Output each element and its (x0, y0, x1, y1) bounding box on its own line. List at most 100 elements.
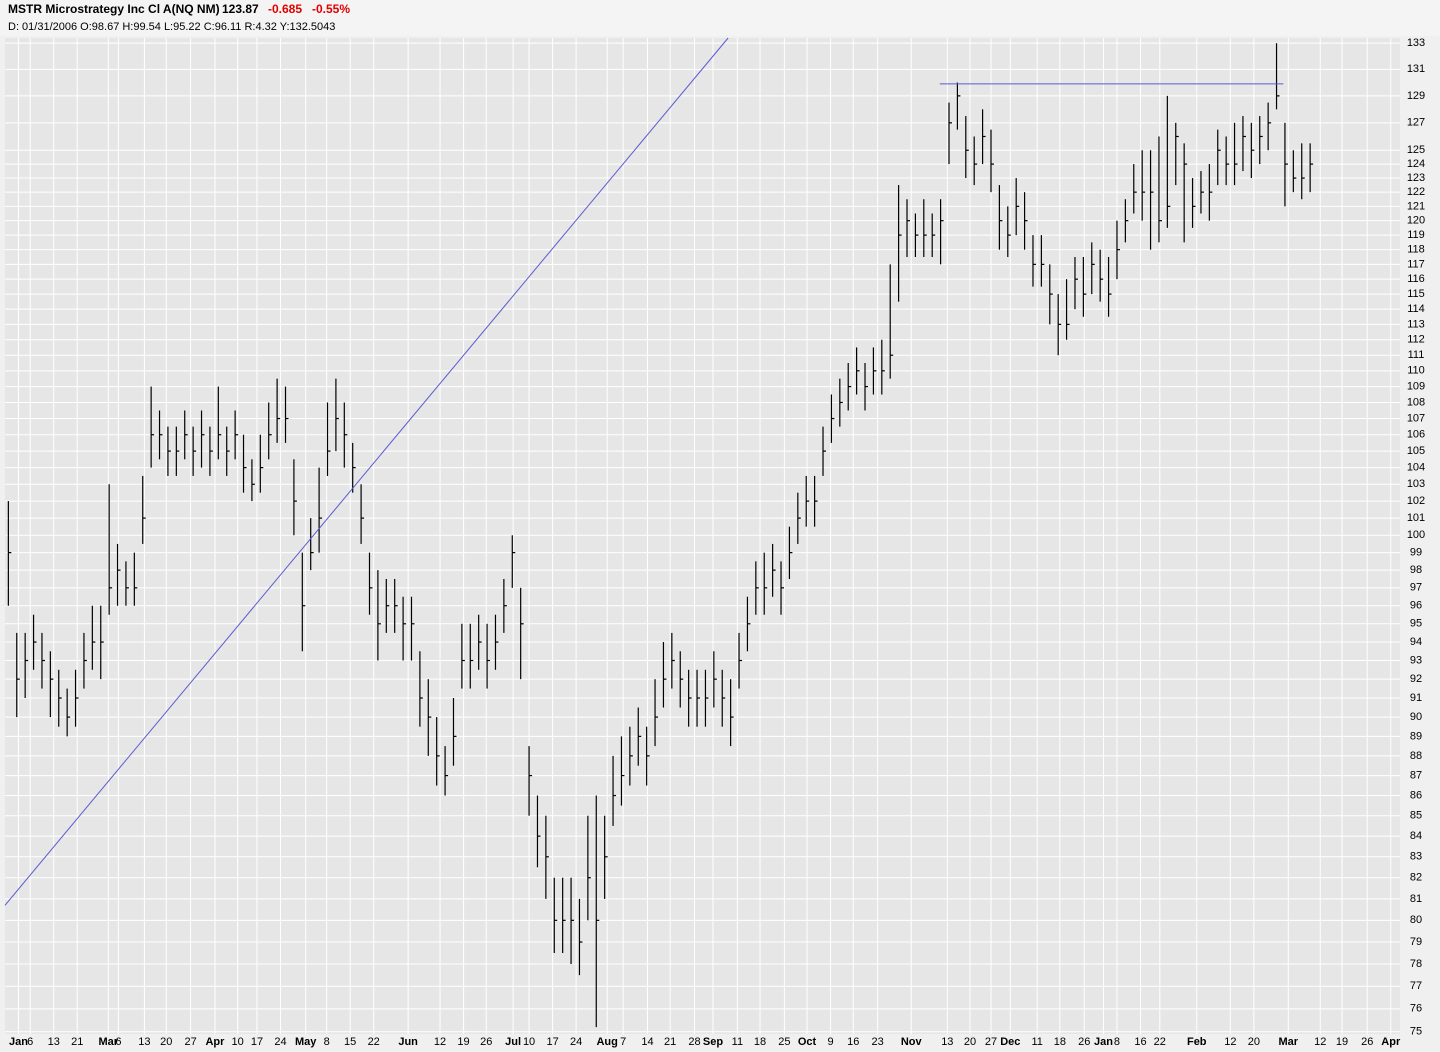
y-tick-label: 104 (1407, 462, 1425, 474)
x-tick-label: 20 (1248, 1036, 1260, 1048)
y-tick-label: 120 (1407, 215, 1425, 227)
y-tick-label: 116 (1407, 273, 1425, 285)
x-tick-label: Apr (1381, 1036, 1401, 1048)
x-tick-label: Jul (505, 1036, 521, 1048)
y-tick-label: 106 (1407, 429, 1425, 441)
x-tick-label: 26 (1361, 1036, 1373, 1048)
y-tick-label: 76 (1410, 1003, 1422, 1015)
x-tick-label: 12 (1314, 1036, 1326, 1048)
y-tick-label: 84 (1410, 830, 1422, 842)
x-tick-label: Sep (703, 1036, 723, 1048)
x-tick-label: 13 (941, 1036, 953, 1048)
change: -0.685 (268, 2, 302, 16)
y-tick-label: 78 (1410, 958, 1422, 970)
x-tick-label: 13 (138, 1036, 150, 1048)
x-tick-label: 11 (732, 1036, 743, 1048)
y-tick-label: 110 (1407, 365, 1425, 377)
x-tick-label: Nov (901, 1036, 923, 1048)
x-tick-label: 10 (232, 1036, 244, 1048)
x-tick-label: 17 (251, 1036, 263, 1048)
x-tick-label: 8 (324, 1036, 330, 1048)
y-tick-label: 88 (1410, 750, 1422, 762)
x-tick-label: 12 (1224, 1036, 1236, 1048)
trend-line (4, 37, 729, 906)
y-tick-label: 82 (1410, 872, 1422, 884)
y-tick-label: 93 (1410, 654, 1422, 666)
x-tick-label: Mar (1279, 1036, 1299, 1048)
x-tick-label: 13 (48, 1036, 60, 1048)
x-tick-label: Feb (1187, 1036, 1207, 1048)
y-tick-label: 123 (1407, 172, 1425, 184)
x-tick-label: Oct (798, 1036, 817, 1048)
y-tick-label: 99 (1410, 547, 1422, 559)
x-tick-label: 25 (778, 1036, 790, 1048)
y-tick-label: 81 (1410, 893, 1422, 905)
y-tick-label: 103 (1407, 478, 1425, 490)
x-tick-label: 23 (871, 1036, 883, 1048)
x-tick-label: Mar (99, 1036, 119, 1048)
x-tick-label: 17 (546, 1036, 558, 1048)
x-tick-label: 18 (754, 1036, 766, 1048)
y-tick-label: 80 (1410, 914, 1422, 926)
y-tick-label: 111 (1408, 349, 1425, 361)
y-tick-label: 90 (1410, 711, 1422, 723)
x-tick-label: 20 (160, 1036, 172, 1048)
x-tick-label: Jun (398, 1036, 418, 1048)
y-tick-label: 95 (1410, 618, 1422, 630)
x-tick-label: 16 (847, 1036, 859, 1048)
y-tick-label: 102 (1407, 495, 1425, 507)
y-tick-label: 129 (1407, 90, 1425, 102)
x-tick-label: Dec (1000, 1036, 1020, 1048)
x-tick-label: 27 (184, 1036, 196, 1048)
y-tick-label: 133 (1407, 37, 1425, 49)
y-tick-label: 91 (1410, 692, 1422, 704)
plot-bg (5, 38, 1400, 1034)
bar-info: D: 01/31/2006 O:98.67 H:99.54 L:95.22 C:… (8, 21, 335, 33)
y-tick-label: 89 (1410, 730, 1422, 742)
y-tick-label: 87 (1410, 769, 1422, 781)
y-tick-label: 113 (1407, 318, 1425, 330)
y-tick-label: 101 (1407, 512, 1425, 524)
x-tick-label: 15 (344, 1036, 356, 1048)
y-tick-label: 105 (1407, 445, 1425, 457)
y-tick-label: 98 (1410, 564, 1422, 576)
x-tick-label: 7 (620, 1036, 626, 1048)
x-tick-label: 28 (688, 1036, 700, 1048)
x-tick-label: 19 (457, 1036, 469, 1048)
y-tick-label: 96 (1410, 600, 1422, 612)
chart-title: MSTR Microstrategy Inc Cl A(NQ NM) (8, 2, 220, 16)
y-tick-label: 115 (1407, 288, 1425, 300)
x-tick-label: 8 (1114, 1036, 1120, 1048)
x-tick-label: 21 (71, 1036, 83, 1048)
y-tick-label: 100 (1407, 529, 1425, 541)
x-tick-label: Jan (9, 1036, 28, 1048)
header-bg (0, 0, 1440, 36)
x-tick-label: 18 (1054, 1036, 1066, 1048)
x-tick-label: May (295, 1036, 317, 1048)
x-tick-label: 27 (985, 1036, 997, 1048)
x-tick-label: 14 (641, 1036, 653, 1048)
y-tick-label: 85 (1410, 810, 1422, 822)
x-tick-label: 11 (1031, 1036, 1042, 1048)
y-tick-label: 119 (1407, 229, 1425, 241)
x-tick-label: 21 (664, 1036, 676, 1048)
y-tick-label: 108 (1407, 396, 1425, 408)
x-tick-label: 6 (115, 1036, 121, 1048)
y-tick-label: 127 (1407, 117, 1425, 129)
y-tick-label: 83 (1410, 851, 1422, 863)
x-tick-label: Aug (596, 1036, 617, 1048)
change-pct: -0.55% (312, 2, 350, 16)
y-tick-label: 122 (1407, 186, 1425, 198)
x-tick-label: 22 (1154, 1036, 1166, 1048)
last-price: 123.87 (222, 2, 259, 16)
y-tick-label: 97 (1410, 582, 1422, 594)
y-tick-label: 124 (1407, 158, 1425, 170)
y-tick-label: 94 (1410, 636, 1422, 648)
y-tick-label: 77 (1410, 980, 1422, 992)
x-tick-label: 9 (828, 1036, 834, 1048)
y-tick-label: 92 (1410, 673, 1422, 685)
y-tick-label: 117 (1407, 258, 1425, 270)
y-tick-label: 118 (1407, 244, 1425, 256)
y-tick-label: 114 (1407, 303, 1425, 315)
